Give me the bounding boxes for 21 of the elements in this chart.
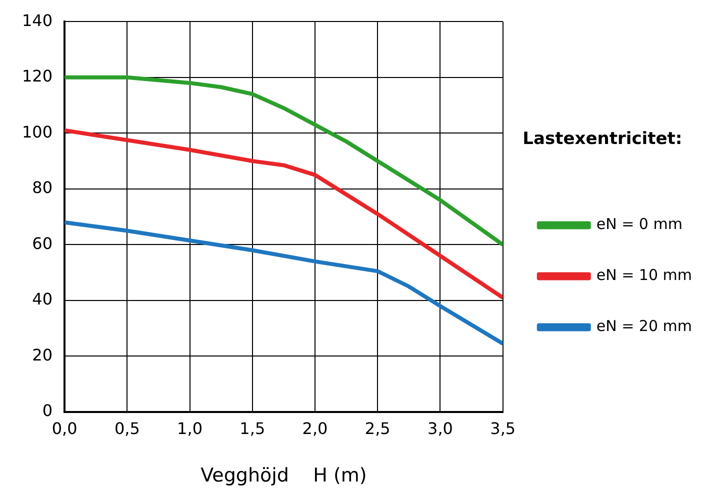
y-tick-label: 40: [32, 290, 53, 309]
x-tick-label: 1,5: [240, 418, 266, 438]
x-tick-label: 0,5: [114, 418, 140, 438]
x-tick-label: 3,0: [428, 418, 453, 438]
y-tick-label: 60: [32, 234, 53, 253]
x-tick-label: 1,0: [177, 418, 202, 438]
y-tick-label: 100: [22, 122, 53, 142]
y-tick-label: 140: [22, 10, 53, 30]
y-tick-label: 120: [22, 66, 53, 86]
y-tick-label: 80: [32, 178, 53, 198]
x-tick-label: 2,0: [302, 418, 328, 438]
x-tick-label: 2,5: [364, 418, 390, 438]
x-tick-label: 0,0: [52, 418, 78, 438]
y-tick-label: 0: [42, 401, 53, 420]
x-axis-title: Vegghöjd H (m): [200, 464, 367, 487]
legend-label: eN = 10 mm: [596, 266, 692, 284]
legend-label: eN = 20 mm: [596, 317, 692, 336]
x-tick-label: 3,5: [490, 418, 516, 438]
y-tick-label: 20: [32, 345, 53, 364]
legend-label: eN = 0 mm: [596, 215, 682, 234]
legend-title: Lastexentricitet:: [522, 129, 682, 150]
